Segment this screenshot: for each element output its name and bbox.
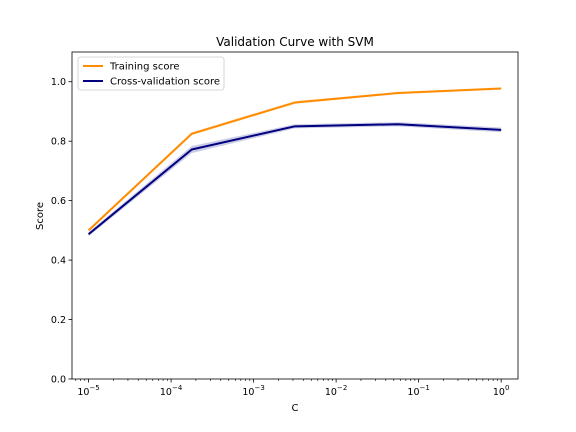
y-axis-label: Score — [35, 202, 46, 230]
x-tick-label: 10−5 — [77, 384, 99, 398]
axes-frame — [71, 51, 519, 380]
x-tick-label: 10−4 — [160, 384, 183, 398]
legend-label-0: Training score — [109, 62, 180, 73]
x-tick-label: 10−3 — [242, 384, 264, 398]
y-tick-label: 0.6 — [51, 196, 66, 207]
x-tick-label: 10−1 — [407, 384, 429, 398]
x-tick-label: 10−2 — [325, 384, 347, 398]
y-tick-label: 0.0 — [51, 375, 66, 386]
y-tick-label: 0.4 — [51, 256, 66, 267]
legend: Training score Cross-validation score — [77, 56, 225, 91]
x-axis-label: C — [292, 403, 299, 414]
y-tick-label: 0.8 — [51, 137, 66, 148]
y-tick-label: 0.2 — [51, 315, 66, 326]
series-1-line — [87, 123, 502, 236]
plot-area: 10−5 10−4 10−3 10−2 10−1 100 0.0 0.2 0.4 0.6 0.8 1.… — [51, 51, 519, 398]
series-0-line — [87, 87, 502, 232]
chart-title: Validation Curve with SVM — [216, 35, 374, 49]
x-tick-label: 100 — [493, 384, 510, 398]
y-tick-label: 1.0 — [51, 77, 66, 88]
legend-box — [77, 56, 225, 91]
legend-label-1: Cross-validation score — [110, 77, 220, 88]
